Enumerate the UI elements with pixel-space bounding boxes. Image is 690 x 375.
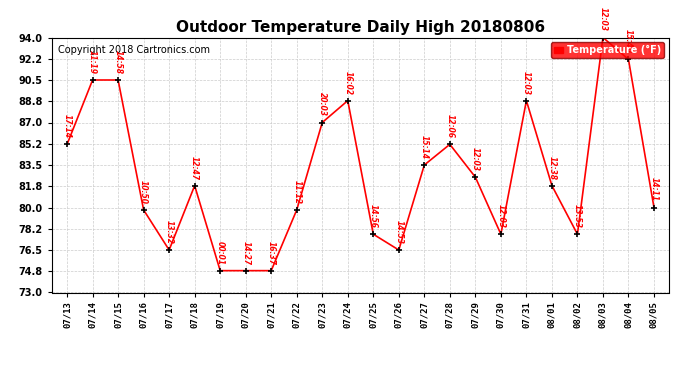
Text: 12:06: 12:06 [445, 114, 454, 138]
Text: 10:50: 10:50 [139, 180, 148, 204]
Text: 15:14: 15:14 [420, 135, 428, 159]
Text: 17:14: 17:14 [63, 114, 72, 138]
Title: Outdoor Temperature Daily High 20180806: Outdoor Temperature Daily High 20180806 [176, 20, 545, 35]
Text: 11:12: 11:12 [293, 180, 302, 204]
Legend: Temperature (°F): Temperature (°F) [551, 42, 664, 58]
Text: 12:38: 12:38 [547, 156, 556, 180]
Text: 14:58: 14:58 [114, 50, 123, 74]
Text: 14:53: 14:53 [394, 220, 403, 244]
Text: 15:40: 15:40 [624, 29, 633, 53]
Text: 12:03: 12:03 [471, 147, 480, 171]
Text: 20:03: 20:03 [318, 92, 327, 116]
Text: 14:27: 14:27 [241, 241, 250, 265]
Text: 13:53: 13:53 [573, 204, 582, 228]
Text: 16:02: 16:02 [343, 70, 353, 94]
Text: Copyright 2018 Cartronics.com: Copyright 2018 Cartronics.com [58, 45, 210, 55]
Text: 13:32: 13:32 [165, 220, 174, 244]
Text: 16:37: 16:37 [267, 241, 276, 265]
Text: 12:47: 12:47 [190, 156, 199, 180]
Text: 00:01: 00:01 [216, 241, 225, 265]
Text: 12:03: 12:03 [496, 204, 505, 228]
Text: 12:03: 12:03 [598, 8, 607, 32]
Text: 14:11: 14:11 [649, 177, 658, 201]
Text: 14:56: 14:56 [368, 204, 378, 228]
Text: 11:19: 11:19 [88, 50, 97, 74]
Text: 12:03: 12:03 [522, 70, 531, 94]
